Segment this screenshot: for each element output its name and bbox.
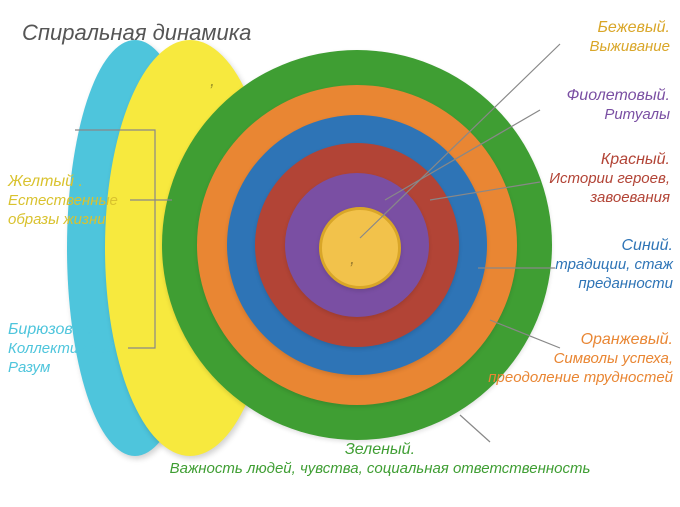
label-beige: Бежевый.Выживание	[560, 18, 670, 57]
label-turquoise-line-0: Бирюзовый.	[8, 320, 138, 340]
label-red-line-1: Истории героев,	[540, 170, 670, 189]
label-turquoise-line-1: Коллективный	[8, 340, 138, 359]
label-yellow-line-0: Желтый .	[8, 172, 138, 192]
mark-yellow-ellipse: ,	[210, 70, 215, 91]
label-yellow-line-2: образы жизни	[8, 211, 138, 230]
label-green-line-0: Зеленый.	[165, 440, 595, 460]
label-blue-line-0: Синий.	[548, 236, 673, 256]
ring-beige	[319, 207, 401, 289]
label-yellow-line-1: Естественные	[8, 192, 138, 211]
label-purple-line-0: Фиолетовый.	[540, 86, 670, 106]
label-blue-line-1: традиции, стаж	[548, 256, 673, 275]
mark-center-ring: ,	[350, 248, 355, 269]
label-orange-line-2: преодоление трудностей	[478, 369, 673, 388]
label-green-line-1: Важность людей, чувства, социальная отве…	[165, 460, 595, 479]
label-turquoise-line-2: Разум	[8, 359, 138, 378]
label-red-line-2: завоевания	[540, 189, 670, 208]
label-turquoise: Бирюзовый.КоллективныйРазум	[8, 320, 138, 378]
label-yellow: Желтый .Естественныеобразы жизни	[8, 172, 138, 230]
label-blue: Синий.традиции, стажпреданности	[548, 236, 673, 294]
label-purple: Фиолетовый.Ритуалы	[540, 86, 670, 125]
label-orange-line-0: Оранжевый.	[478, 330, 673, 350]
label-blue-line-2: преданности	[548, 275, 673, 294]
label-red: Красный.Истории героев,завоевания	[540, 150, 670, 208]
label-orange: Оранжевый.Символы успеха,преодоление тру…	[478, 330, 673, 388]
label-orange-line-1: Символы успеха,	[478, 350, 673, 369]
label-beige-line-0: Бежевый.	[560, 18, 670, 38]
label-beige-line-1: Выживание	[560, 38, 670, 57]
label-purple-line-1: Ритуалы	[540, 106, 670, 125]
label-red-line-0: Красный.	[540, 150, 670, 170]
diagram-stage: Спиральная динамика , , Бежевый.Выживани…	[0, 0, 680, 507]
label-green: Зеленый.Важность людей, чувства, социаль…	[165, 440, 595, 479]
